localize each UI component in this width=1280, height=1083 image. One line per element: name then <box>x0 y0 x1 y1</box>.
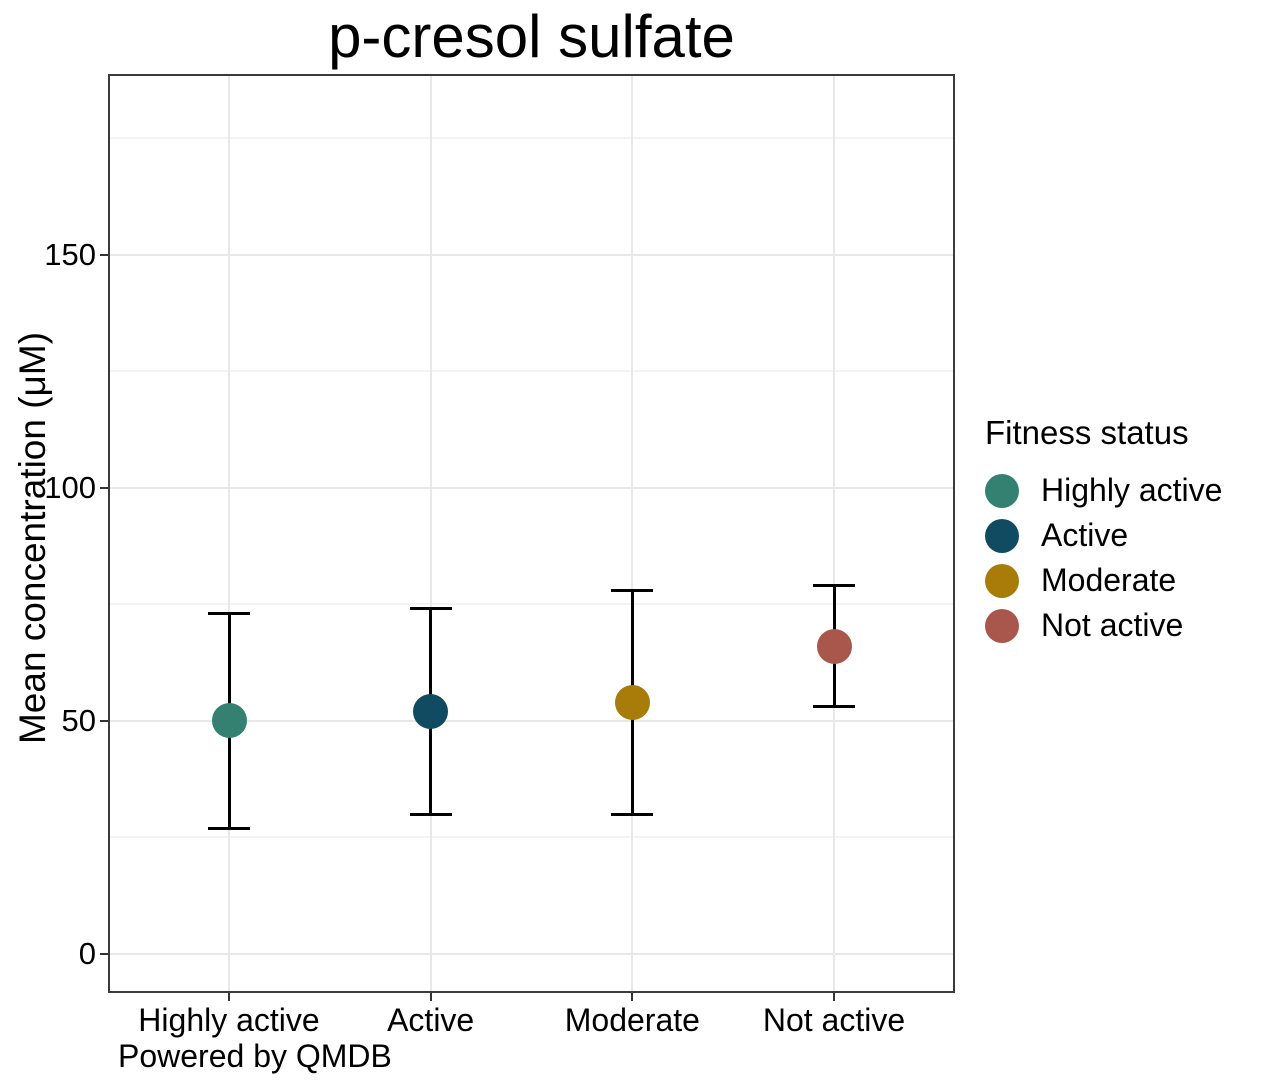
legend-item-label: Active <box>1041 517 1129 553</box>
x-axis-tick <box>429 993 432 1001</box>
x-axis-tick <box>631 993 634 1001</box>
x-axis-tick-label: Moderate <box>564 1002 700 1038</box>
errorbar-cap-bottom <box>813 705 855 709</box>
legend-swatch <box>985 608 1019 643</box>
legend-item: Active <box>985 513 1222 558</box>
data-point-moderate <box>614 684 650 720</box>
caption: Powered by QMDB <box>118 1038 392 1074</box>
errorbar-cap-top <box>611 588 654 592</box>
errorbar-cap-bottom <box>208 826 250 830</box>
legend-item: Moderate <box>985 558 1222 603</box>
gridline-horizontal-major <box>108 719 955 722</box>
gridline-horizontal-major <box>108 253 955 256</box>
y-axis-tick <box>100 253 108 256</box>
legend-item: Highly active <box>985 468 1222 513</box>
gridline-horizontal-major <box>108 952 955 955</box>
gridline-horizontal-minor <box>108 603 955 606</box>
legend-swatch <box>985 563 1019 598</box>
data-point-active <box>413 694 449 730</box>
x-axis-tick-label: Active <box>387 1002 475 1038</box>
y-axis-tick-label: 100 <box>44 469 96 505</box>
y-axis-tick <box>100 486 108 489</box>
chart-title: p-cresol sulfate <box>328 3 735 70</box>
data-point-not-active <box>816 628 852 664</box>
legend-swatch <box>985 473 1019 508</box>
legend: Fitness status Highly active Active Modera… <box>985 414 1222 648</box>
errorbar-cap-bottom <box>409 812 452 816</box>
plot-panel <box>108 74 955 993</box>
gridline-horizontal-major <box>108 486 955 489</box>
gridline-vertical-major <box>429 74 432 993</box>
errorbar-cap-top <box>208 612 250 616</box>
legend-item: Not active <box>985 603 1222 648</box>
legend-swatch <box>985 518 1019 553</box>
y-axis-tick <box>100 952 108 955</box>
y-axis-tick-label: 150 <box>44 236 96 272</box>
y-axis-tick-label: 0 <box>78 935 96 971</box>
gridline-horizontal-minor <box>108 370 955 373</box>
gridline-vertical-major <box>631 74 634 993</box>
gridline-vertical-major <box>228 74 230 993</box>
gridline-horizontal-minor <box>108 137 955 140</box>
legend-item-label: Not active <box>1041 607 1184 643</box>
y-axis-tick <box>100 719 108 722</box>
legend-item-label: Highly active <box>1041 472 1223 508</box>
legend-title: Fitness status <box>985 414 1189 451</box>
gridline-vertical-major <box>833 74 835 993</box>
legend-items: Highly active Active Moderate Not active <box>985 468 1222 648</box>
legend-item-label: Moderate <box>1041 562 1177 598</box>
x-axis-tick <box>228 993 230 1001</box>
y-axis-tick-label: 50 <box>61 702 96 738</box>
gridline-horizontal-minor <box>108 836 955 839</box>
x-axis-tick-label: Highly active <box>138 1002 320 1038</box>
x-axis-tick <box>833 993 835 1001</box>
errorbar-cap-bottom <box>611 812 654 816</box>
x-axis-tick-label: Not active <box>762 1002 906 1038</box>
errorbar-cap-top <box>813 584 855 588</box>
errorbar-cap-top <box>409 607 452 611</box>
data-point-highly-active <box>211 703 247 739</box>
